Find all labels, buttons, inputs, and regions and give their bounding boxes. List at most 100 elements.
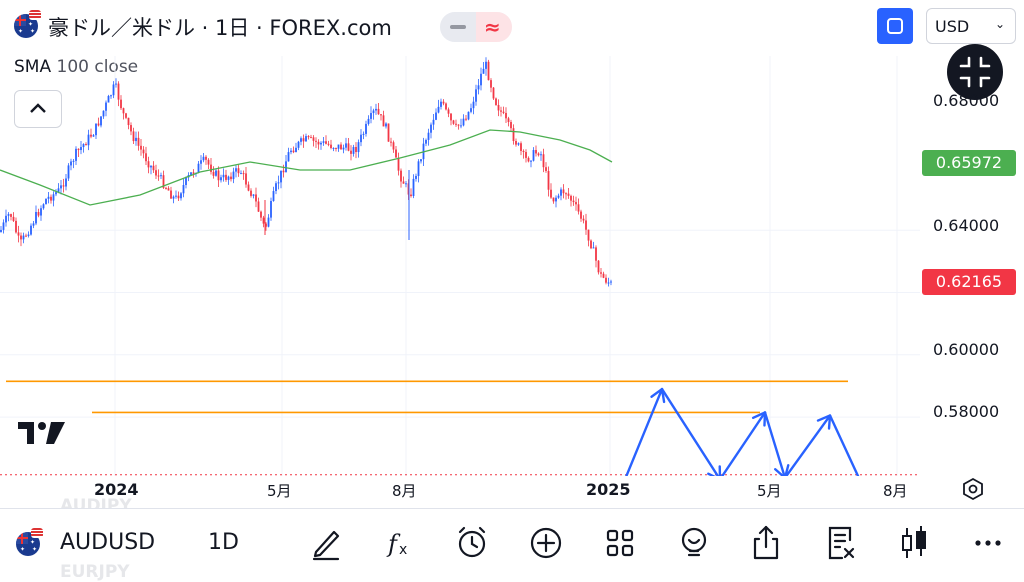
candle <box>600 267 602 278</box>
candle <box>285 154 287 173</box>
drawing-pen-icon[interactable] <box>308 522 344 562</box>
market-status-toggle[interactable]: ≈ <box>440 12 512 42</box>
candle <box>557 193 560 199</box>
candle <box>137 131 140 151</box>
bottom-toolbar <box>0 508 1024 576</box>
candle <box>352 144 355 157</box>
candle <box>192 169 195 178</box>
collapse-legend-button[interactable] <box>14 90 62 128</box>
candle <box>280 170 282 189</box>
chart-settings-icon[interactable] <box>960 476 986 502</box>
candle <box>265 222 267 231</box>
candle <box>345 137 347 151</box>
candle <box>47 192 50 204</box>
candle <box>112 81 115 99</box>
candle <box>527 156 530 163</box>
candle <box>325 135 327 145</box>
candle <box>132 127 135 145</box>
candle <box>252 194 255 199</box>
candle-style-icon[interactable] <box>896 522 932 562</box>
indicators-fx-icon[interactable]: f x <box>382 522 418 562</box>
candle <box>362 131 365 140</box>
candle <box>20 232 22 247</box>
ideas-bulb-icon[interactable] <box>676 522 712 562</box>
candle <box>197 161 200 174</box>
candle <box>62 178 65 193</box>
symbol-button[interactable]: AUDUSD <box>60 530 156 555</box>
status-segment-right[interactable] <box>476 12 512 42</box>
candle <box>50 194 52 204</box>
candle <box>412 174 415 199</box>
layout-grid-icon[interactable] <box>602 522 638 562</box>
candle <box>580 209 582 222</box>
candle <box>485 57 487 76</box>
candle <box>535 145 537 157</box>
interval-button[interactable]: 1D <box>208 530 239 555</box>
candle <box>475 84 477 106</box>
candle <box>322 136 325 146</box>
projection-arrow[interactable] <box>625 387 666 476</box>
alarm-clock-icon[interactable] <box>454 522 490 562</box>
price-label: 0.68000 <box>933 91 1000 110</box>
candle <box>257 197 260 213</box>
candle <box>587 229 590 247</box>
candle <box>465 114 467 122</box>
candle <box>32 220 35 229</box>
chevron-up-icon <box>30 103 46 113</box>
fullscreen-exit-button[interactable] <box>947 44 1003 100</box>
candle <box>140 139 142 156</box>
candle <box>487 59 490 81</box>
candle <box>450 112 452 126</box>
projection-arrow[interactable] <box>763 411 790 476</box>
candle <box>445 102 447 111</box>
candle <box>22 232 25 244</box>
time-label: 8月 <box>883 482 908 500</box>
candle <box>152 161 155 173</box>
projection-arrow[interactable] <box>720 411 767 476</box>
square-icon <box>887 18 903 34</box>
chart-layout-button[interactable] <box>877 8 913 44</box>
candle <box>382 110 385 127</box>
candle-series <box>0 57 612 287</box>
candle <box>175 190 177 199</box>
projection-arrow[interactable] <box>660 387 722 476</box>
more-menu-icon[interactable] <box>970 522 1006 562</box>
candle <box>82 143 85 153</box>
candle <box>0 225 2 233</box>
candle <box>470 103 472 114</box>
indicator-legend[interactable]: SMA 100 close <box>14 57 138 77</box>
candle <box>457 124 460 130</box>
candle <box>40 205 42 221</box>
candle <box>45 198 47 205</box>
candle <box>115 78 117 88</box>
projection-arrow[interactable] <box>784 414 832 476</box>
projection-arrow[interactable] <box>828 414 902 476</box>
candle <box>582 215 585 224</box>
candle <box>185 176 187 189</box>
candle <box>292 146 295 154</box>
currency-select[interactable]: USD ⌄ <box>926 8 1016 44</box>
candle <box>585 213 587 235</box>
candle <box>267 214 270 228</box>
horizontal-levels[interactable] <box>0 380 920 476</box>
candle <box>102 110 105 119</box>
candle <box>215 169 217 177</box>
candle <box>565 192 567 200</box>
sma-price-tag: 0.65972 <box>922 150 1016 176</box>
share-icon[interactable] <box>748 522 784 562</box>
candle <box>595 245 597 268</box>
candle <box>560 187 562 201</box>
candle <box>30 223 32 236</box>
chart-title[interactable]: 豪ドル／米ドル · 1日 · FOREX.com <box>48 16 392 40</box>
news-list-icon[interactable] <box>822 522 858 562</box>
ghost-symbol: EURJPY <box>60 562 130 582</box>
price-chart[interactable] <box>0 56 920 476</box>
candle <box>172 195 175 204</box>
candle <box>552 197 555 204</box>
add-circle-icon[interactable] <box>528 522 564 562</box>
candle <box>462 114 465 127</box>
candle <box>127 117 130 130</box>
projection-arrows[interactable] <box>625 387 902 476</box>
candle <box>87 129 90 151</box>
candle <box>207 158 210 169</box>
